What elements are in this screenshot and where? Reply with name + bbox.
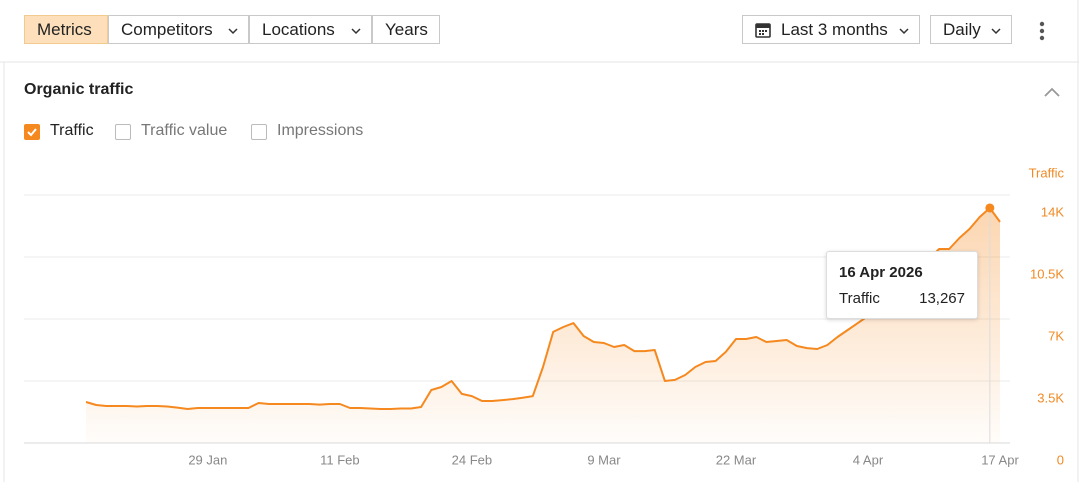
chevron (991, 28, 1001, 35)
y-tick-label: 0 (1057, 452, 1064, 467)
x-tick-label: 24 Feb (452, 452, 492, 467)
collapse-icon[interactable] (1044, 87, 1060, 97)
tab-label: Years (385, 20, 428, 39)
chevron (228, 28, 238, 35)
checkbox[interactable] (115, 124, 131, 140)
area-fill (86, 208, 1000, 443)
tab-button[interactable]: Years (372, 15, 440, 44)
tab-label: Metrics (37, 20, 92, 39)
date-range-button[interactable]: Last 3 months (742, 15, 920, 44)
tab-button[interactable]: Locations (249, 15, 372, 44)
x-tick-label: 29 Jan (188, 452, 227, 467)
checkbox-label: Impressions (277, 122, 364, 139)
tab-label: Competitors (121, 20, 213, 39)
checkmark (27, 128, 37, 137)
checkbox-label: Traffic value (141, 122, 228, 139)
panel-title: Organic traffic (24, 81, 134, 98)
chevron (899, 28, 909, 35)
granularity-label: Daily (943, 20, 981, 39)
y-tick-label: 3.5K (1037, 390, 1064, 405)
y-axis-title: Traffic (1029, 165, 1065, 180)
y-tick-label: 10.5K (1030, 266, 1064, 281)
more-menu[interactable] (1036, 20, 1048, 42)
x-tick-label: 9 Mar (587, 452, 621, 467)
granularity-button[interactable]: Daily (930, 15, 1012, 44)
checkbox-label: Traffic (50, 122, 94, 139)
tooltip-value: 13,267 (919, 290, 965, 307)
tab-label: Locations (262, 20, 335, 39)
tooltip-series: Traffic (839, 290, 880, 307)
y-tick-label: 14K (1041, 204, 1064, 219)
x-tick-label: 17 Apr (981, 452, 1019, 467)
y-tick-label: 7K (1048, 328, 1064, 343)
x-tick-label: 11 Feb (320, 452, 360, 467)
checkbox[interactable] (24, 124, 40, 140)
tooltip-date: 16 Apr 2026 (839, 264, 923, 281)
checkbox[interactable] (251, 124, 267, 140)
date-range-label: Last 3 months (781, 20, 888, 39)
tooltip: 16 Apr 2026 Traffic 13,267 (826, 251, 978, 319)
calendar-icon (755, 23, 771, 38)
tab-button[interactable]: Metrics (24, 15, 108, 44)
chevron (351, 28, 361, 35)
hover-point (985, 203, 995, 213)
tab-button[interactable]: Competitors (108, 15, 249, 44)
line (85, 207, 1001, 410)
x-tick-label: 4 Apr (853, 452, 884, 467)
x-tick-label: 22 Mar (716, 452, 757, 467)
